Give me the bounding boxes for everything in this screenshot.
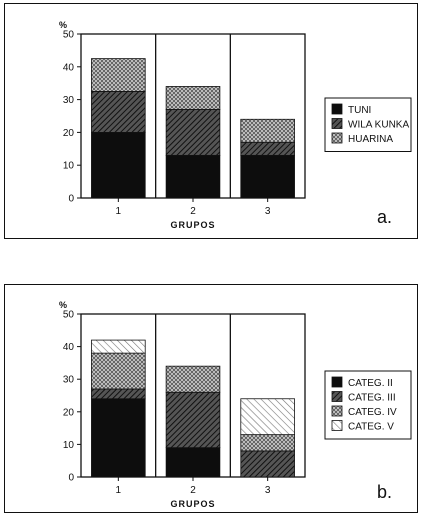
legend-label: TUNI	[348, 105, 371, 116]
x-tick-label: 2	[190, 485, 196, 496]
bar-segment-huarina-2	[165, 86, 221, 110]
bar-segment-categ-iv-1	[91, 352, 146, 390]
chart-a-svg: 0 10 20 30 40 50% 1 2 3 GRUPOS TUNI WILA KUNKA HUARI…	[59, 20, 412, 230]
legend-label: WILA KUNKA	[348, 120, 409, 131]
bar-segment-tuni-3	[240, 154, 295, 199]
legend-label: CATEG. IV	[348, 407, 397, 418]
bar-segment-categ-iii-1	[91, 388, 146, 400]
bar-segment-tuni-2	[165, 154, 221, 199]
legend-swatch	[331, 103, 343, 115]
bar-segment-huarina-3	[240, 118, 295, 143]
x-tick-label: 1	[116, 206, 122, 217]
bar-segment-categ-v-3	[240, 398, 295, 436]
legend-swatch	[331, 118, 343, 129]
bar-segment-wila-kunka-1	[91, 91, 146, 133]
y-tick-label: 0	[68, 194, 74, 205]
x-tick-label: 1	[116, 485, 122, 496]
bar-segment-categ-v-1	[91, 339, 146, 354]
y-tick-label: 10	[63, 440, 75, 451]
legend-label: HUARINA	[348, 134, 393, 145]
x-tick-label: 3	[265, 485, 271, 496]
chart-b-svg: 0 10 20 30 40 50% 1 2 3 GRUPOS CATEG. II CATEG. III…	[59, 300, 412, 509]
legend-swatch	[331, 391, 343, 402]
y-tick-label: 50	[63, 310, 75, 321]
y-tick-label: 20	[63, 407, 75, 418]
chart-panel-b: 0 10 20 30 40 50% 1 2 3 GRUPOS CATEG. II CATEG. III…	[4, 284, 418, 513]
y-tick-label: 40	[63, 62, 75, 73]
y-tick-label: 0	[68, 473, 74, 484]
bar-segment-wila-kunka-3	[240, 141, 295, 156]
legend-swatch	[331, 420, 343, 431]
panel-letter: b.	[377, 482, 392, 502]
x-axis-label: GRUPOS	[170, 220, 215, 230]
legend-label: CATEG. III	[348, 393, 396, 404]
y-tick-label: 40	[63, 342, 75, 353]
bar-segment-categ-iv-2	[165, 365, 221, 393]
bar-segment-huarina-1	[91, 58, 146, 92]
y-tick-label: 20	[63, 128, 75, 139]
bar-segment-categ-iv-3	[240, 434, 295, 452]
bar-segment-wila-kunka-2	[165, 109, 221, 156]
chart-panel-a: 0 10 20 30 40 50% 1 2 3 GRUPOS TUNI WILA KUNKA HUARI…	[4, 3, 418, 239]
x-tick-label: 3	[265, 206, 271, 217]
y-unit-label: %	[59, 20, 67, 30]
bar-segment-tuni-1	[91, 131, 146, 199]
legend-swatch	[331, 405, 343, 417]
y-tick-label: 50	[63, 30, 75, 41]
y-tick-label: 10	[63, 161, 75, 172]
x-axis-label: GRUPOS	[170, 499, 215, 509]
bar-segment-categ-iii-2	[165, 391, 221, 449]
legend-label: CATEG. II	[348, 378, 393, 389]
y-tick-label: 30	[63, 95, 75, 106]
y-tick-label: 30	[63, 375, 75, 386]
x-tick-label: 2	[190, 206, 196, 217]
bar-segment-categ-ii-2	[165, 447, 221, 478]
legend-label: CATEG. V	[348, 422, 394, 433]
y-unit-label: %	[59, 300, 67, 310]
bar-segment-categ-ii-1	[91, 398, 146, 478]
panel-letter: a.	[377, 207, 392, 227]
legend-swatch	[331, 132, 343, 144]
legend-swatch	[331, 376, 343, 388]
bar-segment-categ-iii-3	[240, 450, 295, 478]
